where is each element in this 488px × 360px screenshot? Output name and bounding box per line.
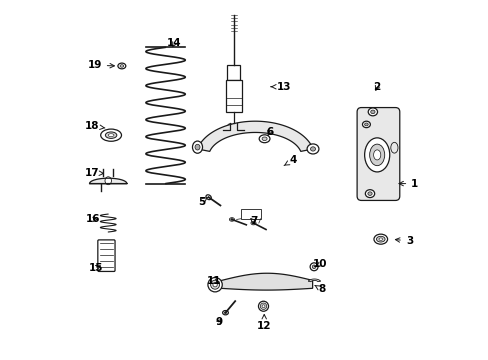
FancyBboxPatch shape bbox=[98, 240, 115, 271]
Ellipse shape bbox=[362, 121, 369, 128]
Ellipse shape bbox=[252, 222, 254, 224]
Text: 8: 8 bbox=[314, 284, 325, 294]
Ellipse shape bbox=[312, 265, 315, 269]
Ellipse shape bbox=[364, 123, 367, 126]
Polygon shape bbox=[220, 273, 312, 290]
Ellipse shape bbox=[376, 236, 384, 242]
Ellipse shape bbox=[367, 108, 377, 116]
Ellipse shape bbox=[390, 142, 397, 153]
Ellipse shape bbox=[224, 312, 226, 314]
Text: 2: 2 bbox=[373, 82, 380, 92]
Ellipse shape bbox=[229, 218, 234, 221]
Ellipse shape bbox=[108, 134, 114, 136]
Ellipse shape bbox=[222, 311, 228, 315]
Text: 13: 13 bbox=[270, 82, 290, 92]
Text: 12: 12 bbox=[257, 315, 271, 331]
Ellipse shape bbox=[207, 278, 222, 292]
Text: 14: 14 bbox=[167, 38, 182, 48]
Ellipse shape bbox=[309, 263, 317, 271]
Text: 5: 5 bbox=[198, 197, 207, 207]
Text: 9: 9 bbox=[215, 317, 223, 327]
Ellipse shape bbox=[260, 303, 266, 310]
Text: 10: 10 bbox=[312, 259, 326, 269]
Ellipse shape bbox=[310, 147, 315, 151]
Ellipse shape bbox=[378, 238, 382, 240]
Ellipse shape bbox=[212, 283, 217, 287]
Ellipse shape bbox=[262, 137, 266, 140]
Ellipse shape bbox=[205, 195, 211, 200]
Ellipse shape bbox=[373, 150, 380, 160]
Text: 1: 1 bbox=[398, 179, 418, 189]
Text: 4: 4 bbox=[284, 155, 296, 166]
FancyBboxPatch shape bbox=[356, 108, 399, 201]
Ellipse shape bbox=[373, 234, 387, 244]
Text: 16: 16 bbox=[86, 215, 100, 224]
Ellipse shape bbox=[258, 301, 268, 311]
Text: 6: 6 bbox=[265, 127, 273, 136]
Ellipse shape bbox=[120, 65, 123, 67]
Ellipse shape bbox=[192, 141, 202, 153]
Ellipse shape bbox=[364, 138, 389, 172]
Ellipse shape bbox=[262, 305, 264, 308]
Polygon shape bbox=[89, 178, 126, 184]
Text: 11: 11 bbox=[206, 276, 221, 286]
Ellipse shape bbox=[370, 110, 374, 114]
Ellipse shape bbox=[306, 144, 318, 154]
FancyBboxPatch shape bbox=[225, 80, 241, 112]
Circle shape bbox=[227, 124, 232, 129]
Text: 18: 18 bbox=[84, 121, 105, 131]
Ellipse shape bbox=[250, 221, 255, 225]
Polygon shape bbox=[197, 121, 312, 152]
Circle shape bbox=[234, 124, 239, 129]
Ellipse shape bbox=[118, 63, 125, 69]
Ellipse shape bbox=[369, 144, 384, 166]
Ellipse shape bbox=[230, 219, 233, 220]
Ellipse shape bbox=[195, 144, 200, 150]
FancyBboxPatch shape bbox=[227, 65, 240, 80]
Text: 17: 17 bbox=[84, 168, 103, 178]
Ellipse shape bbox=[210, 280, 219, 289]
Ellipse shape bbox=[259, 135, 269, 143]
Text: 15: 15 bbox=[88, 263, 102, 273]
Text: 3: 3 bbox=[395, 236, 412, 246]
Ellipse shape bbox=[101, 129, 121, 141]
Ellipse shape bbox=[105, 132, 117, 138]
Text: 19: 19 bbox=[87, 60, 114, 70]
Text: 7: 7 bbox=[249, 216, 257, 226]
Ellipse shape bbox=[367, 192, 371, 195]
Polygon shape bbox=[307, 279, 320, 282]
Ellipse shape bbox=[105, 177, 111, 185]
Ellipse shape bbox=[365, 190, 374, 198]
